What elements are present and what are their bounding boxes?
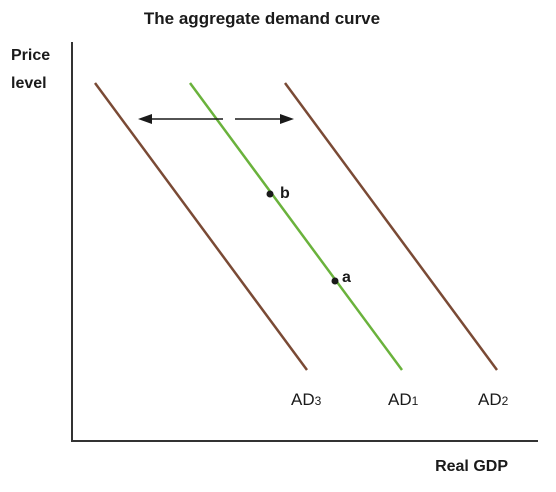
ad2-label-sub: 2: [502, 394, 509, 408]
y-axis-label-line1: Price: [11, 47, 50, 64]
ad3-label: AD3: [291, 390, 322, 409]
ad2-curve: [283, 82, 499, 371]
ad1-label-sub: 1: [412, 394, 419, 408]
ad1-curve: [188, 82, 404, 371]
ad3-label-main: AD: [291, 390, 315, 409]
ad2-label: AD2: [478, 390, 509, 409]
ad3-curve: [93, 82, 309, 371]
chart-title: The aggregate demand curve: [144, 9, 380, 28]
ad1-label: AD1: [388, 390, 419, 409]
point-a-marker: [331, 277, 339, 285]
shift-left-arrow: [138, 114, 223, 124]
point-b-label: b: [280, 185, 290, 202]
y-axis-label-line2: level: [11, 75, 47, 92]
point-b-marker: [266, 190, 274, 198]
ad2-label-main: AD: [478, 390, 502, 409]
shift-right-arrow: [235, 114, 294, 124]
point-a-label: a: [342, 269, 351, 286]
ad1-label-main: AD: [388, 390, 412, 409]
x-axis-label: Real GDP: [435, 458, 508, 475]
ad3-label-sub: 3: [315, 394, 322, 408]
